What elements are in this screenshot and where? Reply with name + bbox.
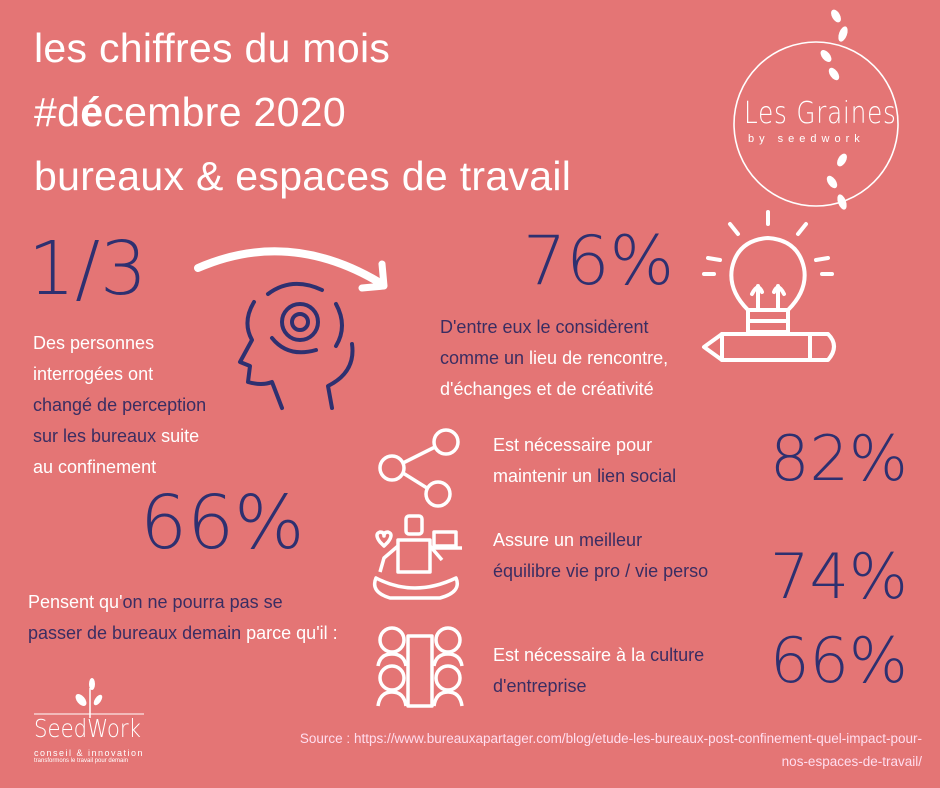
title-line-3: bureaux & espaces de travail [34, 153, 572, 199]
text-segment: comme un [440, 348, 525, 368]
desc-line: passer de bureaux demain parce qu'il : [28, 618, 338, 649]
logo-circle-icon [733, 9, 899, 210]
desc-line: comme un lieu de rencontre, [440, 343, 668, 374]
desc-line: interrogées ont [33, 359, 206, 390]
reason-3-text: Est nécessaire à la culture d'entreprise [493, 640, 704, 702]
text-segment: d'entreprise [493, 676, 587, 696]
text-segment: suite [156, 426, 200, 446]
logo-name: Les Graines [744, 96, 897, 131]
source-url-line-2[interactable]: nos-espaces-de-travail/ [781, 754, 922, 769]
desc-line: D'entre eux le considèrent [440, 312, 668, 343]
les-graines-logo: Les Graines by seedwork [730, 9, 902, 210]
text-segment: D'entre eux le considèrent [440, 317, 649, 337]
text-segment: meilleur [579, 530, 643, 550]
desc-line: changé de perception [33, 390, 206, 421]
desc-line: Pensent qu'on ne pourra pas se [28, 587, 338, 618]
text-segment: parce qu'il : [241, 623, 338, 643]
title-prefix: #d [34, 89, 81, 135]
desc-line: maintenir un lien social [493, 461, 676, 492]
text-segment: passer de bureaux demain [28, 623, 242, 643]
share-network-icon [378, 428, 460, 508]
source-citation: Source : https://www.bureauxapartager.co… [300, 727, 922, 773]
reason-2-text: Assure un meilleur équilibre vie pro / v… [493, 525, 708, 587]
text-segment: équilibre vie pro / vie perso [493, 561, 709, 581]
seedwork-name: SeedWork [34, 714, 141, 743]
text-segment: Est nécessaire à la [493, 645, 651, 665]
text-segment: sur les bureaux [33, 426, 157, 446]
text-segment: interrogées ont [33, 364, 154, 384]
desc-line: Est nécessaire pour [493, 430, 676, 461]
desc-line: au confinement [33, 452, 206, 483]
lightbulb-pencil-icon [702, 210, 836, 362]
reason-1-value: 82% [770, 422, 908, 495]
title-bold-letter: é [80, 89, 104, 135]
stat-66-description: Pensent qu'on ne pourra pas se passer de… [28, 587, 338, 649]
sprout-icon [34, 678, 144, 718]
seedwork-subtagline: transformons le travail pour demain [34, 758, 129, 764]
source-url[interactable]: https://www.bureauxapartager.com/blog/et… [353, 731, 922, 746]
team-building-icon [376, 626, 464, 708]
desc-line: équilibre vie pro / vie perso [493, 556, 708, 587]
stat-value-76: 76% [523, 222, 675, 301]
text-segment: maintenir un [493, 466, 598, 486]
desc-line: Est nécessaire à la culture [493, 640, 704, 671]
curved-arrow-icon [194, 247, 388, 292]
text-segment: culture [650, 645, 705, 665]
text-segment: on ne pourra pas se [122, 592, 283, 612]
text-segment: Des personnes [33, 333, 155, 353]
desc-line: Des personnes [33, 328, 206, 359]
reason-1-text: Est nécessaire pour maintenir un lien so… [493, 430, 676, 492]
stat-value-one-third: 1/3 [28, 226, 148, 312]
desc-line: Assure un meilleur [493, 525, 708, 556]
source-line-1: Source : https://www.bureauxapartager.co… [300, 727, 922, 750]
title-suffix: cembre 2020 [103, 89, 346, 135]
stat-one-third-description: Des personnes interrogées ont changé de … [33, 328, 206, 483]
stat-value-66: 66% [140, 480, 305, 566]
text-segment: d'échanges et de créativité [440, 379, 654, 399]
text-segment: changé de perception [33, 395, 207, 415]
text-segment: Assure un [493, 530, 580, 550]
head-gear-icon [238, 282, 355, 410]
source-label: Source : [299, 731, 351, 746]
logo-tagline: by seedwork [748, 133, 865, 145]
title-line-1: les chiffres du mois [34, 25, 391, 71]
desc-line: sur les bureaux suite [33, 421, 206, 452]
seedwork-logo: SeedWork conseil & innovation transformo… [32, 678, 150, 768]
reason-3-value: 66% [770, 624, 908, 697]
text-segment: lieu de rencontre, [524, 348, 669, 368]
desc-line: d'entreprise [493, 671, 704, 702]
desc-line: d'échanges et de créativité [440, 374, 668, 405]
text-segment: Pensent qu' [28, 592, 123, 612]
meditation-balance-icon [372, 514, 462, 600]
text-segment: au confinement [33, 457, 157, 477]
text-segment: lien social [597, 466, 677, 486]
title-line-2: #décembre 2020 [34, 92, 346, 133]
seedwork-tagline: conseil & innovation [34, 748, 145, 758]
stat-76-description: D'entre eux le considèrent comme un lieu… [440, 312, 668, 405]
reason-2-value: 74% [770, 540, 908, 613]
text-segment: Est nécessaire pour [493, 435, 653, 455]
